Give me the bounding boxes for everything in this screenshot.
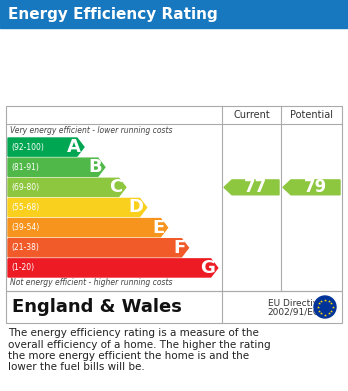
Text: C: C — [110, 178, 123, 196]
Text: Energy Efficiency Rating: Energy Efficiency Rating — [8, 7, 218, 22]
Text: (55-68): (55-68) — [11, 203, 39, 212]
Text: (81-91): (81-91) — [11, 163, 39, 172]
Text: England & Wales: England & Wales — [12, 298, 182, 316]
Text: Very energy efficient - lower running costs: Very energy efficient - lower running co… — [10, 126, 173, 135]
Text: EU Directive: EU Directive — [268, 298, 324, 307]
Text: 79: 79 — [304, 178, 327, 196]
Polygon shape — [8, 198, 147, 217]
Polygon shape — [8, 259, 218, 277]
Text: 77: 77 — [244, 178, 267, 196]
Text: E: E — [152, 219, 165, 237]
Text: The energy efficiency rating is a measure of the: The energy efficiency rating is a measur… — [8, 328, 259, 338]
Text: (1-20): (1-20) — [11, 264, 34, 273]
Text: (39-54): (39-54) — [11, 223, 39, 232]
Text: (92-100): (92-100) — [11, 143, 44, 152]
Text: B: B — [88, 158, 102, 176]
Polygon shape — [8, 239, 189, 257]
Text: (69-80): (69-80) — [11, 183, 39, 192]
Text: Not energy efficient - higher running costs: Not energy efficient - higher running co… — [10, 278, 173, 287]
Polygon shape — [8, 158, 105, 176]
Text: Potential: Potential — [290, 110, 333, 120]
Text: D: D — [129, 199, 144, 217]
Text: A: A — [67, 138, 81, 156]
Text: F: F — [173, 239, 185, 257]
Polygon shape — [8, 138, 84, 156]
Polygon shape — [8, 178, 126, 196]
Polygon shape — [224, 180, 279, 195]
Text: the more energy efficient the home is and the: the more energy efficient the home is an… — [8, 351, 249, 361]
Bar — [6, 291, 342, 323]
Bar — [0, 0, 348, 28]
Circle shape — [314, 296, 336, 318]
Text: Current: Current — [233, 110, 270, 120]
Text: 2002/91/EC: 2002/91/EC — [268, 307, 320, 316]
Polygon shape — [283, 180, 340, 195]
Text: (21-38): (21-38) — [11, 243, 39, 252]
Text: lower the fuel bills will be.: lower the fuel bills will be. — [8, 362, 145, 373]
Text: G: G — [200, 259, 215, 277]
Polygon shape — [8, 219, 168, 237]
Text: overall efficiency of a home. The higher the rating: overall efficiency of a home. The higher… — [8, 339, 271, 350]
Bar — [6, 106, 342, 291]
